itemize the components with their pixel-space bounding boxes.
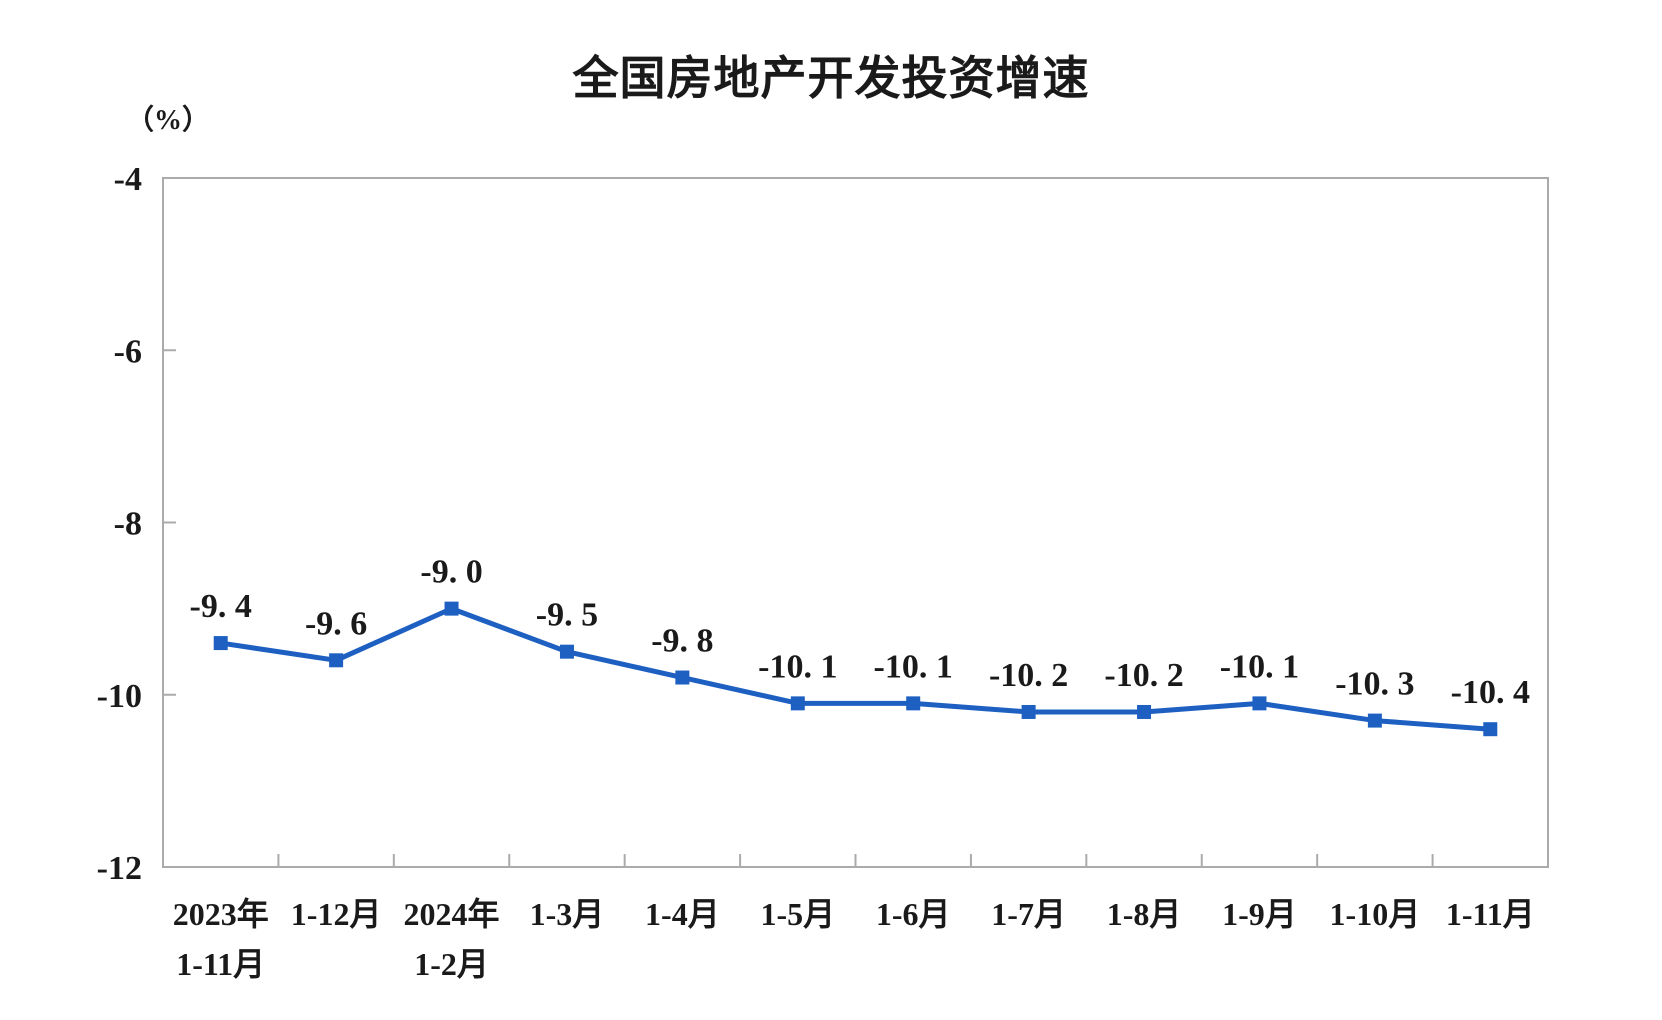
data-point-label: -9. 6 — [305, 605, 367, 642]
x-axis-label: 1-5月 — [760, 896, 835, 932]
x-axis-label: 1-6月 — [876, 896, 951, 932]
chart-title: 全国房地产开发投资增速 — [572, 51, 1090, 105]
x-axis-label: 1-4月 — [645, 896, 720, 932]
data-point-label: -10. 1 — [874, 648, 953, 685]
data-point-marker — [213, 636, 228, 651]
data-line — [218, 606, 1493, 732]
data-point-marker — [790, 696, 805, 711]
data-point-marker — [906, 696, 921, 711]
y-axis-tick-label: -6 — [114, 333, 142, 370]
data-point-marker — [1367, 713, 1382, 728]
x-axis-label: 1-8月 — [1107, 896, 1182, 932]
y-axis-tick-label: -8 — [114, 506, 142, 543]
x-axis-label: 1-10月 — [1330, 896, 1421, 932]
data-point-marker — [559, 644, 574, 659]
data-point-label: -9. 0 — [420, 554, 482, 591]
data-point-label: -10. 1 — [1220, 648, 1299, 685]
data-point-marker — [1483, 722, 1498, 737]
x-axis-label: 1-3月 — [530, 896, 605, 932]
data-point-label: -10. 1 — [758, 648, 837, 685]
x-axis-label: 1-11月 — [1446, 896, 1535, 932]
x-axis-label: 2023年 — [173, 896, 269, 932]
x-axis-label: 1-7月 — [991, 896, 1066, 932]
x-axis-label: 1-9月 — [1222, 896, 1297, 932]
x-axis-label: 2024年 — [404, 896, 500, 932]
data-point-marker — [1137, 704, 1152, 719]
plot-border — [162, 177, 1549, 868]
y-axis-tick-label: -4 — [114, 161, 142, 198]
data-point-label: -10. 2 — [989, 657, 1068, 694]
data-point-marker — [329, 653, 344, 668]
y-axis-unit-label: （%） — [126, 105, 211, 136]
data-point-label: -10. 4 — [1451, 674, 1530, 711]
data-point-marker — [1252, 696, 1267, 711]
data-point-label: -9. 4 — [190, 588, 252, 625]
data-point-marker — [444, 601, 459, 616]
data-point-label: -9. 5 — [536, 597, 598, 634]
data-point-label: -9. 8 — [651, 623, 713, 660]
x-axis-label: 1-11月 — [176, 946, 265, 982]
x-axis-label: 1-2月 — [414, 946, 489, 982]
y-axis-tick-label: -12 — [97, 850, 142, 887]
data-point-marker — [1021, 704, 1036, 719]
data-point-label: -10. 2 — [1104, 657, 1183, 694]
data-point-marker — [675, 670, 690, 685]
y-axis-tick-label: -10 — [97, 678, 142, 715]
data-point-label: -10. 3 — [1335, 666, 1414, 703]
x-axis-label: 1-12月 — [291, 896, 382, 932]
